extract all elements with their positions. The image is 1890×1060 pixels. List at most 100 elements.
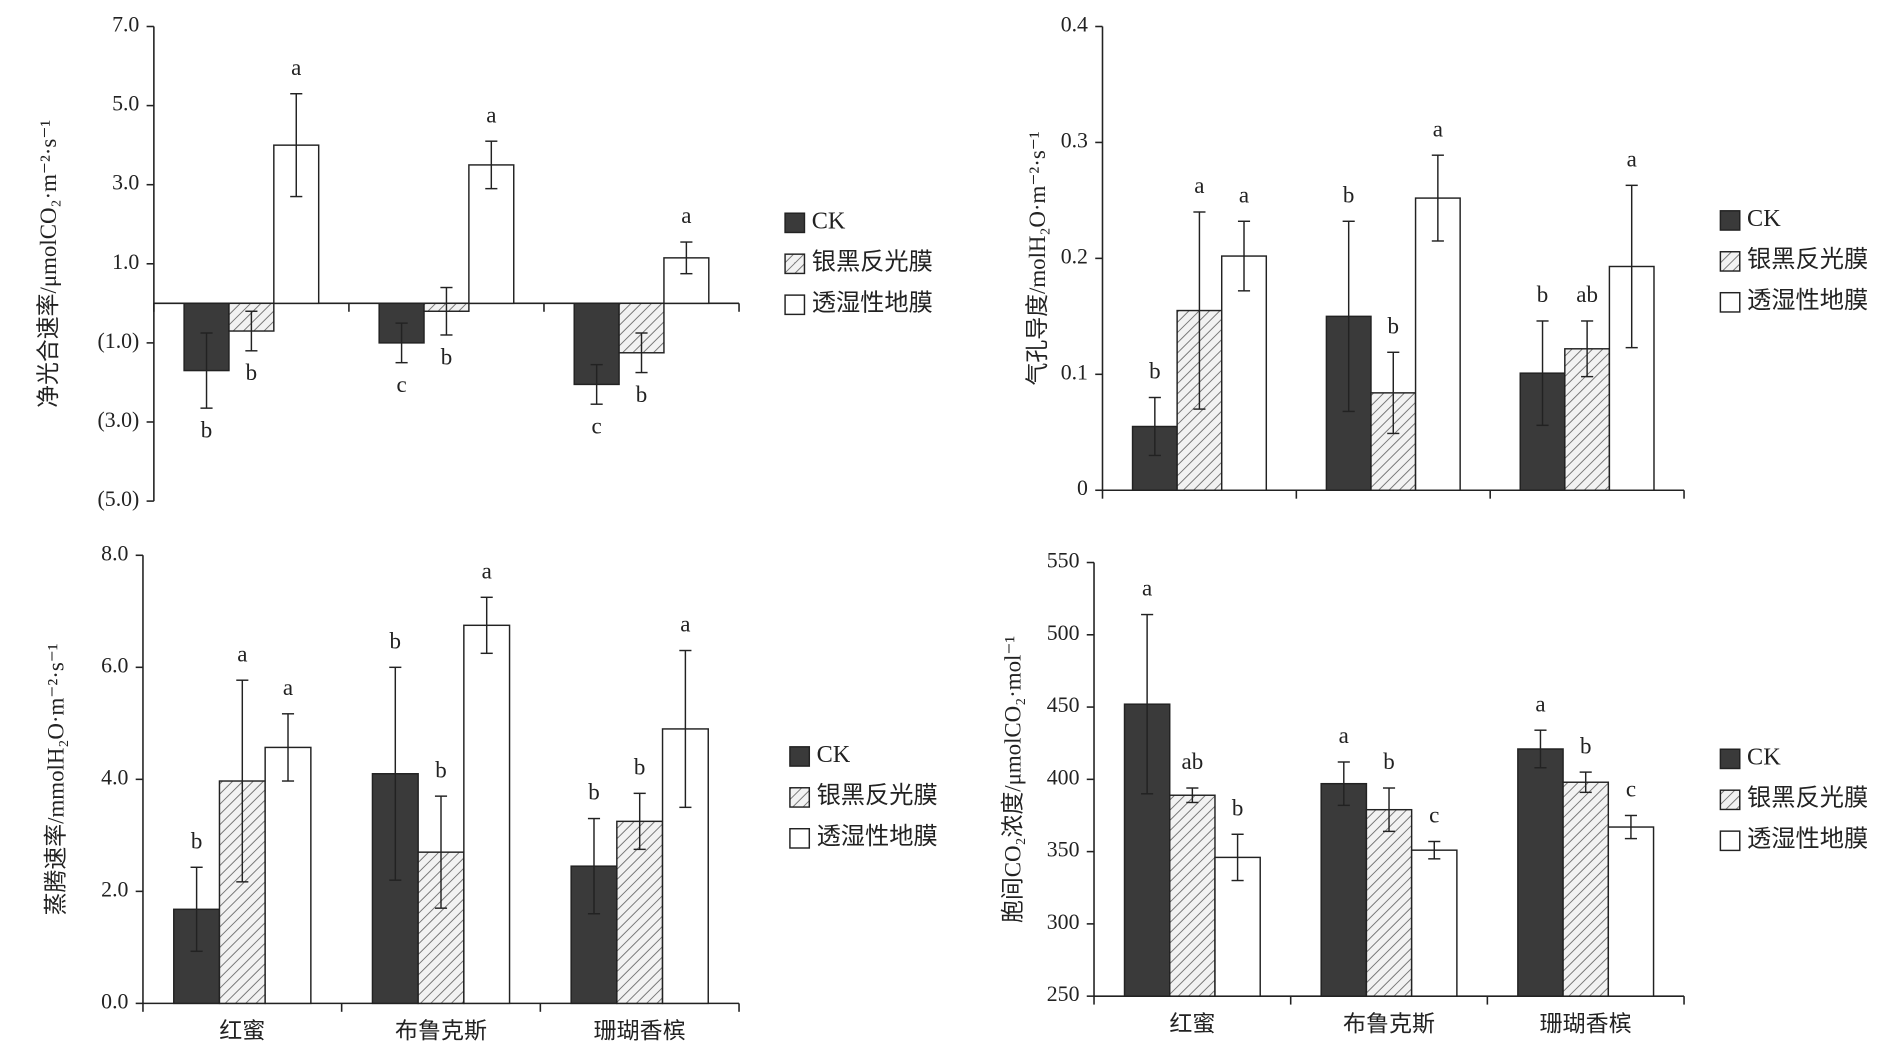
y-axis-title: 胞间CO₂浓度/μmolCO₂·mol⁻¹	[1000, 636, 1025, 923]
chart: 蒸腾速率/mmolH₂O·m⁻²·s⁻¹ 0.0 2.0 4.0 6.0 8.0 红蜜 布鲁克…	[43, 541, 937, 1043]
y-tick-label: (5.0)	[98, 487, 140, 511]
significance-label: a	[482, 559, 492, 584]
legend-swatch	[1719, 748, 1741, 770]
legend-label: CK	[812, 207, 846, 234]
significance-label: a	[1627, 147, 1637, 172]
y-tick-label: 0.3	[1061, 128, 1088, 152]
legend-swatch	[1719, 789, 1741, 811]
y-tick-label: (1.0)	[98, 329, 140, 353]
significance-label: a	[283, 675, 293, 700]
y-tick-label: 550	[1047, 549, 1080, 573]
chart: 气孔导度/molH₂O·m⁻²·s⁻¹00.10.20.30.4bbbCKaba…	[1025, 13, 1868, 501]
legend-label: 银黑反光膜	[812, 248, 933, 275]
legend-label: 银黑反光膜	[1747, 784, 1868, 811]
y-tick-label: 2.0	[101, 877, 128, 901]
significance-label: a	[1194, 173, 1204, 198]
y-tick-label: 8.0	[101, 541, 128, 565]
significance-label: b	[390, 629, 402, 654]
significance-label: a	[1239, 182, 1249, 207]
significance-label: b	[1383, 749, 1395, 774]
bar	[1608, 265, 1655, 491]
legend-swatch	[784, 212, 806, 234]
significance-label: a	[1433, 116, 1443, 141]
y-tick-label: 500	[1047, 621, 1080, 645]
y-tick-label: 7.0	[112, 13, 139, 37]
x-tick-label: 布鲁克斯	[395, 1019, 487, 1044]
significance-label: a	[681, 203, 691, 228]
significance-label: b	[1388, 314, 1400, 339]
legend-swatch	[789, 746, 811, 767]
y-tick-label: 350	[1047, 838, 1080, 862]
significance-label: ab	[1576, 282, 1598, 307]
y-tick-label: 0.2	[1061, 244, 1088, 268]
x-tick-label: 布鲁克斯	[1343, 1012, 1435, 1037]
x-tick-label: 珊瑚香槟	[594, 1019, 686, 1044]
bar	[1320, 782, 1368, 997]
y-tick-label: 0	[1077, 476, 1088, 500]
significance-label: a	[1142, 576, 1152, 601]
significance-label: b	[1149, 359, 1161, 384]
significance-label: c	[1626, 777, 1636, 802]
legend-swatch	[789, 787, 811, 808]
bar	[1131, 425, 1178, 491]
x-tick-label: 红蜜	[219, 1019, 265, 1044]
bar	[1410, 849, 1458, 997]
significance-label: b	[1232, 795, 1244, 820]
legend-label: CK	[1747, 205, 1781, 232]
significance-label: b	[1343, 182, 1355, 207]
bar	[1169, 794, 1216, 997]
y-tick-label: 0.1	[1061, 360, 1088, 384]
significance-label: c	[1429, 803, 1439, 828]
bar	[264, 746, 312, 1005]
significance-label: b	[441, 344, 453, 369]
legend-label: CK	[1747, 743, 1781, 770]
significance-label: b	[636, 382, 648, 407]
y-axis-title: 蒸腾速率/mmolH₂O·m⁻²·s⁻¹	[43, 643, 68, 915]
bar	[618, 302, 665, 354]
chart: 净光合速率/μmolCO₂·m⁻²·s⁻¹ (5.0) (3.0) (1.0) 1.0 3…	[36, 13, 933, 512]
y-tick-label: 6.0	[101, 653, 128, 677]
legend-label: 透湿性地膜	[1747, 287, 1868, 314]
bar	[1220, 255, 1268, 491]
legend-swatch	[1719, 291, 1741, 313]
significance-label: c	[592, 414, 602, 439]
y-tick-label: (3.0)	[98, 408, 140, 432]
y-tick-label: 3.0	[112, 171, 139, 195]
y-tick-label: 0.4	[1061, 13, 1088, 37]
legend-swatch	[789, 828, 811, 849]
bar	[1414, 197, 1461, 491]
significance-label: a	[680, 612, 690, 637]
bar	[616, 820, 664, 1005]
y-tick-label: 450	[1047, 693, 1080, 717]
significance-label: ab	[1181, 749, 1203, 774]
y-tick-label: 1.0	[112, 250, 139, 274]
significance-label: a	[237, 641, 247, 666]
legend-label: CK	[817, 741, 851, 768]
bar	[463, 624, 511, 1005]
chart: 胞间CO₂浓度/μmolCO₂·mol⁻¹ 250 300 350 400 450 500 5…	[1000, 549, 1868, 1037]
significance-label: b	[201, 418, 213, 443]
legend-swatch	[784, 294, 806, 316]
y-tick-label: 300	[1047, 910, 1080, 934]
y-tick-label: 0.0	[101, 989, 128, 1013]
y-axis-title: 净光合速率/μmolCO₂·m⁻²·s⁻¹	[36, 120, 61, 408]
legend-label: 透湿性地膜	[817, 823, 938, 850]
significance-label: b	[191, 828, 203, 853]
significance-label: b	[435, 757, 447, 782]
legend-label: 银黑反光膜	[1747, 246, 1868, 273]
x-tick-label: 红蜜	[1169, 1012, 1215, 1037]
bar	[1517, 748, 1564, 997]
bar	[173, 908, 221, 1005]
bar	[1562, 781, 1610, 997]
legend-label: 银黑反光膜	[817, 782, 938, 809]
legend-swatch	[784, 253, 806, 275]
bar	[1607, 826, 1655, 997]
legend-swatch	[1719, 830, 1741, 852]
legend-label: 透湿性地膜	[812, 289, 933, 316]
y-tick-label: 4.0	[101, 765, 128, 789]
significance-label: a	[486, 102, 496, 127]
significance-label: b	[246, 360, 258, 385]
legend-swatch	[1719, 210, 1741, 231]
legend-swatch	[1719, 251, 1741, 272]
